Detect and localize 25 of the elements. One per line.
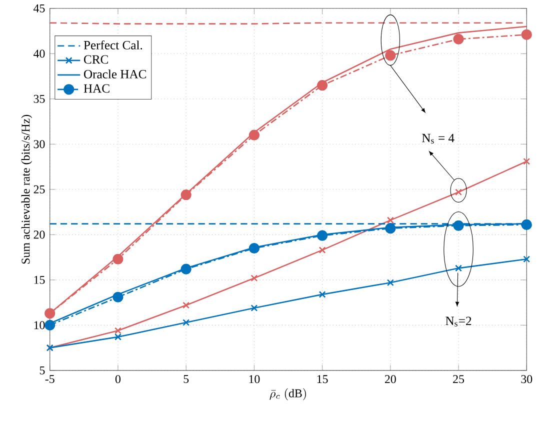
y-tick-label: 45 xyxy=(33,4,45,12)
y-tick-label: 35 xyxy=(34,94,45,103)
y-tick-label: 25 xyxy=(34,185,45,194)
x-tick-label: 20 xyxy=(384,374,396,384)
annotation: N$_{s}$=2 xyxy=(446,316,472,326)
x-tick-label: 10 xyxy=(249,374,260,384)
x-tick-label: 25 xyxy=(453,374,464,384)
x-tick-label: 0 xyxy=(115,374,121,384)
x-tick-label: 30 xyxy=(521,374,532,384)
x-tick-label: 5 xyxy=(184,374,189,383)
legend-label: HAC xyxy=(84,84,110,93)
y-tick-label: 40 xyxy=(33,49,45,58)
annotation: N$_{s}$ = 4 xyxy=(422,134,454,144)
y-tick-label: 30 xyxy=(34,140,45,148)
y-tick-label: 15 xyxy=(34,276,45,284)
y-tick-label: 20 xyxy=(34,230,45,239)
y-tick-label: 10 xyxy=(34,321,45,330)
x-tick-label: -5 xyxy=(45,374,54,383)
x-axis-title: $\bar{\rho}_c\ (\mathrm{dB})$ xyxy=(270,388,306,400)
legend-label: Perfect Cal. xyxy=(84,40,142,50)
y-axis-title: Sum achievable rate (bits/s/Hz) xyxy=(21,114,32,264)
x-tick-label: 15 xyxy=(317,374,328,383)
legend-label: Oracle HAC xyxy=(84,69,146,78)
y-tick-label: 5 xyxy=(40,366,45,374)
legend-label: CRC xyxy=(84,55,108,64)
